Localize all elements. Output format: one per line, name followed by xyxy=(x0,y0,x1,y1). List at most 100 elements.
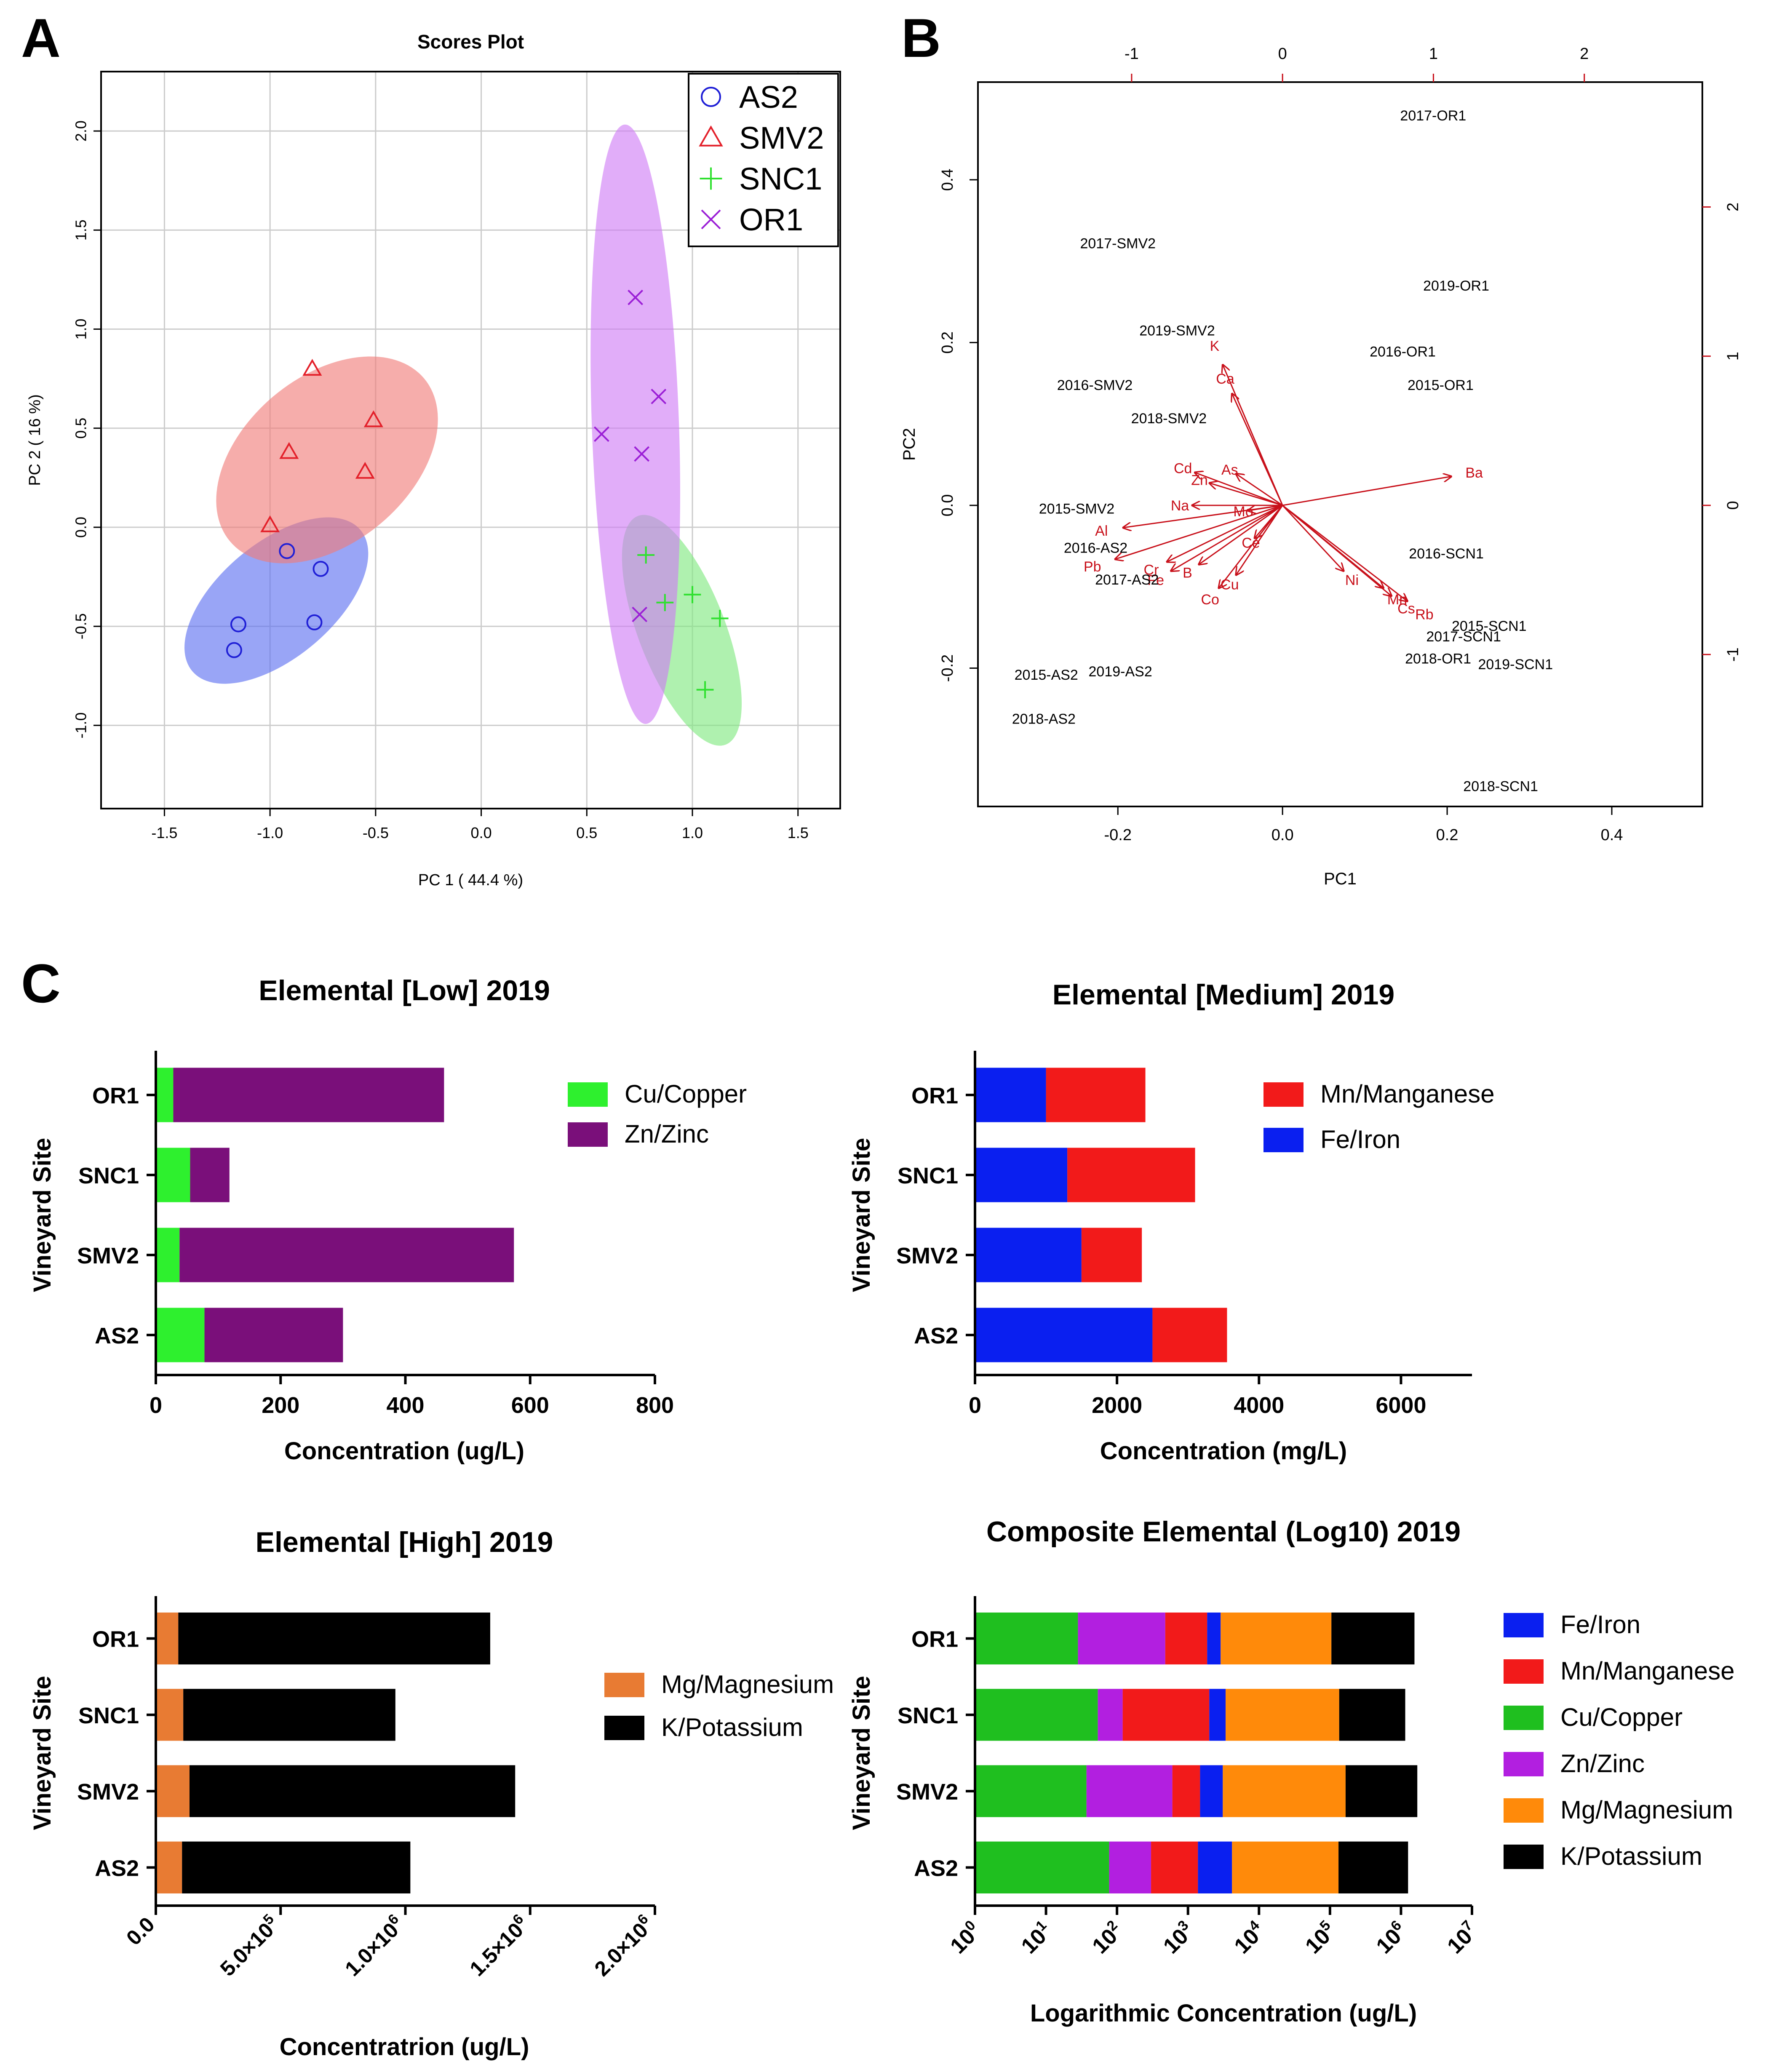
loading-label: Al xyxy=(1095,523,1108,539)
bar-segment xyxy=(1122,1689,1210,1741)
chart-title: Scores Plot xyxy=(417,31,524,53)
loading-arrow xyxy=(1123,505,1283,528)
x-tick-label: 800 xyxy=(636,1393,674,1418)
x-tick-label: 103 xyxy=(1157,1917,1199,1959)
legend-swatch xyxy=(1504,1752,1544,1776)
point-or1 xyxy=(593,426,609,442)
loading-arrow xyxy=(1219,505,1283,588)
chart-title: Elemental [Medium] 2019 xyxy=(1052,979,1394,1011)
loading-label: K xyxy=(1210,338,1220,354)
category-label: AS2 xyxy=(95,1323,139,1348)
y-tick-label: -0.2 xyxy=(939,654,956,682)
category-label: AS2 xyxy=(914,1323,958,1348)
loading-arrow xyxy=(1195,473,1283,506)
loading-label: As xyxy=(1221,462,1238,478)
category-label: OR1 xyxy=(911,1083,958,1108)
y-tick-label: 0.5 xyxy=(72,418,90,439)
y-axis-label: PC2 xyxy=(900,428,919,461)
category-label: SNC1 xyxy=(78,1163,139,1188)
loading-label: Zn xyxy=(1191,473,1208,489)
bar-chart-c3: OR1 SNC1 SMV2 AS2 0.0 5.0×105 1.0×106 1.5×106 2.… xyxy=(29,1526,834,2061)
bar-segment xyxy=(189,1765,516,1817)
loading-label: Cu xyxy=(1221,577,1239,593)
legend-label: K/Potassium xyxy=(1560,1842,1702,1870)
legend-label: Zn/Zinc xyxy=(625,1120,709,1148)
bar-segment xyxy=(1081,1228,1142,1282)
top-tick-label: 1 xyxy=(1429,45,1438,63)
sample-label: 2017-SMV2 xyxy=(1080,236,1156,252)
x-tick-label: 100 xyxy=(945,1917,986,1959)
bar-segment xyxy=(1345,1765,1418,1817)
bar-segment xyxy=(156,1148,190,1202)
legend-swatch xyxy=(1504,1659,1544,1684)
top-tick-label: 2 xyxy=(1580,45,1589,63)
point-snc1 xyxy=(684,586,701,603)
sample-label: 2017-SCN1 xyxy=(1426,629,1501,645)
x-tick-label: 102 xyxy=(1087,1917,1128,1959)
confidence-ellipse-or1 xyxy=(590,124,680,724)
bar-segment xyxy=(1226,1689,1339,1741)
bar-segment xyxy=(1338,1841,1408,1893)
y-tick-label: -0.5 xyxy=(72,613,90,639)
chart-title: Composite Elemental (Log10) 2019 xyxy=(986,1516,1461,1548)
legend-label: Zn/Zinc xyxy=(1560,1749,1645,1778)
x-tick-label: -1.0 xyxy=(257,824,283,841)
legend-label: AS2 xyxy=(739,80,798,115)
sample-label: 2015-SMV2 xyxy=(1039,501,1115,517)
right-tick-label: 2 xyxy=(1724,203,1742,211)
legend-swatch xyxy=(604,1673,644,1697)
bar-segment xyxy=(1221,1613,1332,1665)
legend-label: Mg/Magnesium xyxy=(661,1670,834,1698)
x-tick-label: 107 xyxy=(1442,1917,1483,1959)
legend-marker-as2 xyxy=(701,87,721,107)
right-tick-label: 0 xyxy=(1724,501,1742,510)
category-label: AS2 xyxy=(914,1856,958,1881)
x-tick-label: 1.5 xyxy=(788,824,809,841)
y-axis-label: Vineyard Site xyxy=(29,1676,56,1830)
panel-label-b: B xyxy=(901,7,941,69)
bar-segment xyxy=(975,1308,1153,1362)
x-tick-label: 0.0 xyxy=(471,824,492,841)
bar-segment xyxy=(1165,1613,1207,1665)
bar-segment xyxy=(1151,1841,1198,1893)
biplot: -0.2 0.0 0.2 0.4 -0.2 0.0 0.2 0.4 -1 0 1 2 -1 0 1 2 PC1 P… xyxy=(900,45,1742,888)
loading-label: Rb xyxy=(1415,607,1433,623)
x-tick-label: 1.5×106 xyxy=(464,1911,534,1981)
x-axis-label: Logarithmic Concentration (ug/L) xyxy=(1030,2000,1417,2027)
x-tick-label: 0.2 xyxy=(1436,826,1458,844)
loading-arrow xyxy=(1210,483,1283,506)
bar-chart-c2: OR1 SNC1 SMV2 AS2 0 2000 4000 6000 Elemental [Me… xyxy=(848,979,1495,1465)
chart-title: Elemental [High] 2019 xyxy=(256,1526,553,1558)
bar-segment xyxy=(156,1613,179,1665)
loading-label: Cd xyxy=(1174,460,1192,476)
point-snc1 xyxy=(711,609,729,627)
legend-swatch xyxy=(568,1082,608,1107)
loading-label: Pb xyxy=(1084,559,1101,575)
point-as2 xyxy=(279,543,295,559)
sample-label: 2018-OR1 xyxy=(1405,651,1471,667)
loading-arrow xyxy=(1236,505,1283,575)
bar-segment xyxy=(190,1148,230,1202)
x-tick-label: 0 xyxy=(969,1393,981,1418)
bar-segment xyxy=(1152,1308,1227,1362)
bar-segment xyxy=(156,1689,184,1741)
panel-label-a: A xyxy=(21,7,61,69)
bar-segment xyxy=(1331,1613,1415,1665)
legend-label: SNC1 xyxy=(739,161,822,196)
bar-segment xyxy=(1200,1765,1223,1817)
x-tick-label: 600 xyxy=(511,1393,549,1418)
y-tick-label: -1.0 xyxy=(72,712,90,738)
legend-swatch xyxy=(1263,1082,1304,1107)
legend-label: OR1 xyxy=(739,202,803,237)
category-label: SNC1 xyxy=(898,1163,958,1188)
legend-label: Mg/Magnesium xyxy=(1560,1796,1733,1824)
bar-segment xyxy=(975,1613,1078,1665)
point-as2 xyxy=(230,616,246,633)
point-smv2 xyxy=(279,442,299,459)
point-smv2 xyxy=(302,359,322,376)
category-label: AS2 xyxy=(95,1856,139,1881)
x-tick-label: -0.5 xyxy=(363,824,389,841)
category-label: SMV2 xyxy=(77,1243,139,1268)
y-tick-label: 0.0 xyxy=(72,517,90,538)
confidence-ellipse-as2 xyxy=(184,517,369,684)
